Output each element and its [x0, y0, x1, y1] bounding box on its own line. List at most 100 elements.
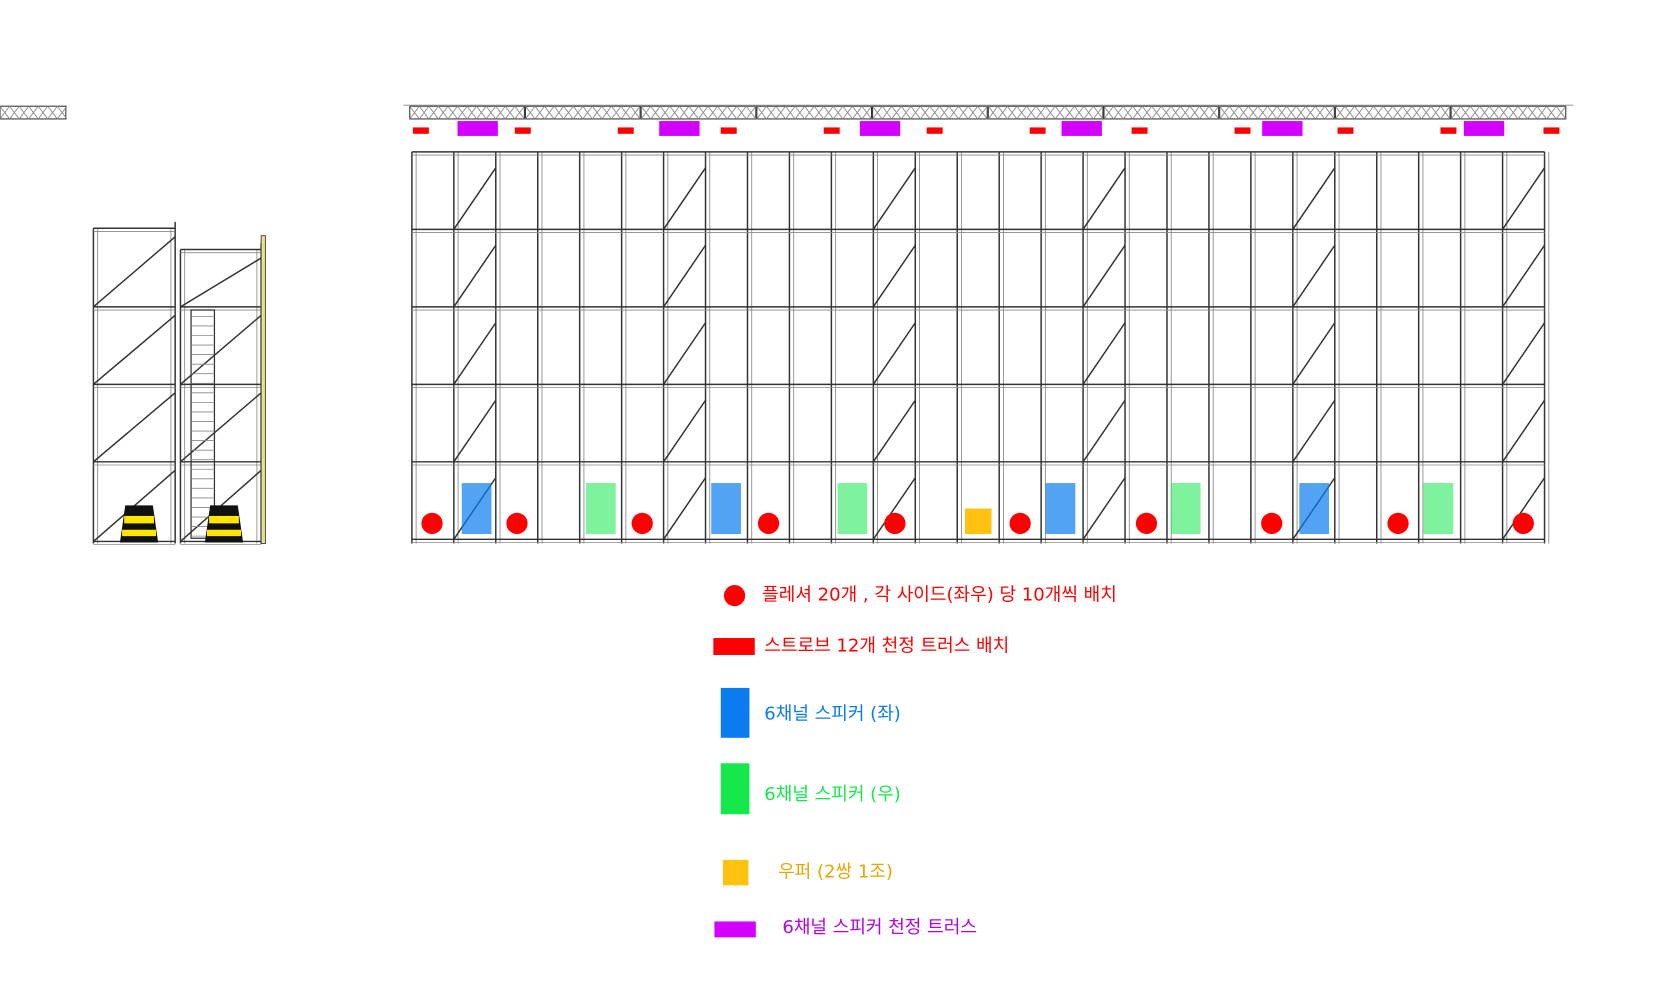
speaker-right	[837, 483, 868, 534]
strobe	[823, 127, 840, 134]
strobe	[1337, 127, 1354, 134]
pipe	[872, 105, 883, 120]
pipe	[891, 105, 902, 120]
pipe	[881, 105, 893, 120]
pipe	[1276, 105, 1287, 120]
pipe	[1501, 399, 1546, 463]
pipe	[1292, 167, 1336, 230]
pipe	[1498, 105, 1509, 120]
pipe	[1363, 105, 1374, 120]
pipe	[1083, 105, 1094, 120]
pipe	[832, 105, 844, 120]
pipe	[179, 392, 262, 463]
ceiling-truss-icon	[714, 921, 756, 938]
pipe	[1555, 105, 1567, 120]
pipe	[534, 105, 545, 120]
pipe	[1082, 399, 1126, 463]
pipe	[872, 244, 916, 308]
pipe	[525, 105, 536, 120]
ceiling-speaker-truss	[659, 121, 700, 136]
pipe	[662, 244, 707, 308]
pipe	[1248, 105, 1259, 120]
pipe	[707, 105, 718, 120]
strobe	[412, 127, 429, 134]
pipe	[457, 105, 468, 120]
legend-text: 6채널 스피커 천정 트러스	[782, 917, 977, 938]
speaker-left	[1045, 483, 1076, 534]
pipe	[544, 105, 555, 120]
legend-text: 6채널 스피커 (우)	[764, 784, 901, 805]
pipe	[28, 105, 39, 120]
pipe	[967, 105, 979, 120]
ceiling-speaker-truss	[1463, 121, 1505, 136]
pipe	[872, 167, 916, 230]
pipe	[1501, 167, 1546, 230]
pipe	[977, 105, 988, 120]
pipe	[1082, 477, 1126, 540]
pipe	[514, 105, 525, 120]
pipe	[688, 105, 699, 120]
pipe	[92, 314, 176, 385]
pipe	[1257, 105, 1268, 120]
pipe	[1488, 105, 1500, 120]
pipe	[453, 322, 497, 385]
pipe	[948, 105, 959, 120]
pipe	[453, 244, 497, 308]
pipe	[1103, 105, 1114, 120]
pipe	[662, 399, 707, 463]
pipe	[1073, 105, 1085, 120]
pipe	[929, 105, 940, 120]
ceiling-speaker-truss	[1262, 121, 1303, 136]
flasher-icon	[723, 584, 746, 607]
flasher	[1009, 512, 1031, 534]
pipe	[1292, 399, 1336, 463]
pipe	[453, 399, 497, 463]
pipe	[1292, 244, 1336, 308]
pipe	[179, 314, 262, 385]
pipe	[418, 105, 430, 120]
pipe	[1238, 105, 1249, 120]
speaker-right	[1423, 483, 1454, 534]
pipe	[1082, 244, 1126, 308]
cone-stripe	[209, 515, 239, 524]
pipe	[1082, 167, 1126, 230]
pipe	[572, 105, 584, 120]
pipe	[0, 105, 10, 120]
pipe	[47, 105, 58, 120]
pipe	[1160, 105, 1172, 120]
pipe	[717, 105, 728, 120]
pipe	[611, 105, 622, 120]
pipe	[1045, 105, 1056, 120]
pipe	[662, 477, 707, 540]
pipe	[745, 105, 757, 120]
pipe	[852, 105, 863, 120]
pipe	[428, 105, 439, 120]
pipe	[485, 105, 497, 120]
pipe	[180, 257, 262, 308]
legend-text: 우퍼 (2쌍 1조)	[778, 862, 893, 883]
legend-text: 플레셔 20개 , 각 사이드(좌우) 당 10개씩 배치	[762, 585, 1117, 606]
pipe	[640, 105, 652, 120]
pipe	[504, 105, 516, 120]
pipe	[920, 105, 931, 120]
pipe	[1373, 105, 1384, 120]
pipe	[1324, 105, 1335, 120]
pipe	[1382, 105, 1394, 120]
pipe	[1460, 105, 1471, 120]
pipe	[9, 105, 20, 120]
pipe	[861, 105, 872, 120]
pipe	[1344, 105, 1355, 120]
pipe	[842, 105, 853, 120]
strobe	[617, 127, 634, 134]
speaker-right-icon	[720, 763, 750, 815]
pipe	[987, 105, 999, 120]
speaker-right	[585, 483, 616, 534]
pipe	[872, 322, 916, 385]
pipe	[1026, 105, 1037, 120]
pipe	[1517, 105, 1528, 120]
pipe	[1450, 105, 1462, 120]
ceiling-speaker-truss	[859, 121, 901, 136]
pipe	[997, 105, 1008, 120]
ceiling-speaker-truss	[1061, 121, 1102, 136]
pipe	[1286, 105, 1297, 120]
